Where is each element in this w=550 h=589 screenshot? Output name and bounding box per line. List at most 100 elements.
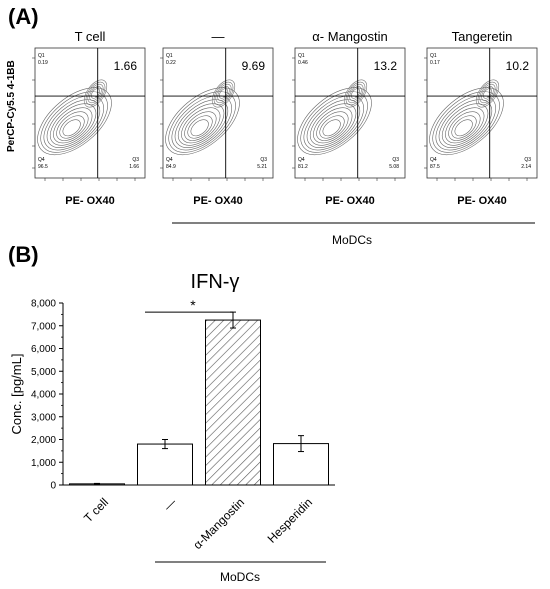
bar [137,443,193,486]
flow-x-axis-label: PE- OX40 [65,195,115,207]
contour-line [91,88,100,99]
panel-b-label: (B) [8,242,39,267]
contour-line [187,115,213,139]
contour-line [445,107,485,144]
q1-value: 0.46 [298,60,308,66]
q4-value: 84.9 [166,164,176,170]
flow-plot-frame [426,47,538,179]
q1-value: 0.17 [430,60,440,66]
contour-line [213,81,234,106]
flow-x-axis-label: PE- OX40 [325,195,375,207]
contour-line [297,87,372,156]
contour-line [165,87,240,156]
contour-line [184,111,217,141]
q1-value: 0.19 [38,60,48,66]
contour-line [300,91,368,153]
contour-line [85,81,106,106]
contour-line [56,111,89,141]
y-tick-label: 2,000 [31,435,56,446]
contour-line [313,107,353,144]
q2-value: 10.2 [506,59,530,73]
contour-line [40,91,108,153]
contour-line [219,88,228,99]
flow-plot-frame [294,47,406,179]
q3-value: 5.21 [257,164,267,170]
contour-line [454,119,473,137]
contour-line [477,81,498,106]
significance-marker: * [190,297,196,313]
modcs-group-label: MoDCs [220,570,260,584]
contour-group [37,87,112,156]
contour-line [319,115,345,139]
q1-label: Q1 [298,53,305,59]
x-tick-label: — [161,495,179,513]
contour-line [432,91,500,153]
y-tick-label: 7,000 [31,321,56,332]
contour-line [322,119,341,137]
contour-line [309,103,357,146]
x-tick-label: α-Mangostin [190,495,247,552]
q1-label: Q1 [430,53,437,59]
q3-label: Q3 [132,157,139,163]
q4-label: Q4 [166,157,173,163]
x-tick-label: T cell [81,495,111,525]
flow-plot-frame [34,47,146,179]
chart-title: IFN-γ [191,271,240,293]
contour-line [479,83,496,104]
contour-line [168,91,236,153]
flow-plot-frame [162,47,274,179]
contour-line [451,115,477,139]
q1-label: Q1 [38,53,45,59]
y-tick-label: 8,000 [31,299,56,310]
flow-x-axis-label: PE- OX40 [193,195,243,207]
bar [205,319,261,486]
q4-label: Q4 [298,157,305,163]
contour-line [215,83,232,104]
contour-line [62,119,81,137]
q4-value: 81.2 [298,164,308,170]
flow-plot-title: T cell [75,29,106,44]
q4-value: 87.5 [430,164,440,170]
flow-plot-title: α- Mangostin [312,29,387,44]
contour-line [347,83,364,104]
q4-label: Q4 [38,157,45,163]
contour-line [448,111,481,141]
q1-value: 0.22 [166,60,176,66]
contour-line [83,79,108,108]
ifn-gamma-bar-chart: IFN-γ 0 1,000 2,000 3,000 4,000 5,000 6,000 7,00… [9,271,335,584]
q2-value: 1.66 [114,59,138,73]
contour-line [177,103,225,146]
contour-line [441,103,489,146]
q3-value: 5.08 [389,164,399,170]
contour-line [483,88,492,99]
q2-value: 13.2 [374,59,398,73]
contour-line [181,107,221,144]
q3-value: 2.14 [521,164,531,170]
q3-value: 1.66 [129,164,139,170]
y-tick-label: 3,000 [31,412,56,423]
y-tick-label: 4,000 [31,390,56,401]
x-tick-label: Hesperidin [265,495,315,545]
contour-line [37,87,112,156]
q4-value: 96.5 [38,164,48,170]
y-tick-label: 0 [50,481,56,492]
contour-line [343,79,368,108]
contour-line [53,107,93,144]
q3-label: Q3 [260,157,267,163]
y-tick-label: 5,000 [31,367,56,378]
y-tick-label: 6,000 [31,344,56,355]
contour-group [165,87,240,156]
modcs-group-label: MoDCs [332,233,372,247]
contour-line [351,88,360,99]
q3-label: Q3 [524,157,531,163]
contour-line [429,87,504,156]
q1-label: Q1 [166,53,173,59]
flow-plot-title: Tangeretin [452,29,513,44]
y-axis-label: Conc. [pg/mL] [9,354,24,435]
contour-line [316,111,349,141]
q4-label: Q4 [430,157,437,163]
